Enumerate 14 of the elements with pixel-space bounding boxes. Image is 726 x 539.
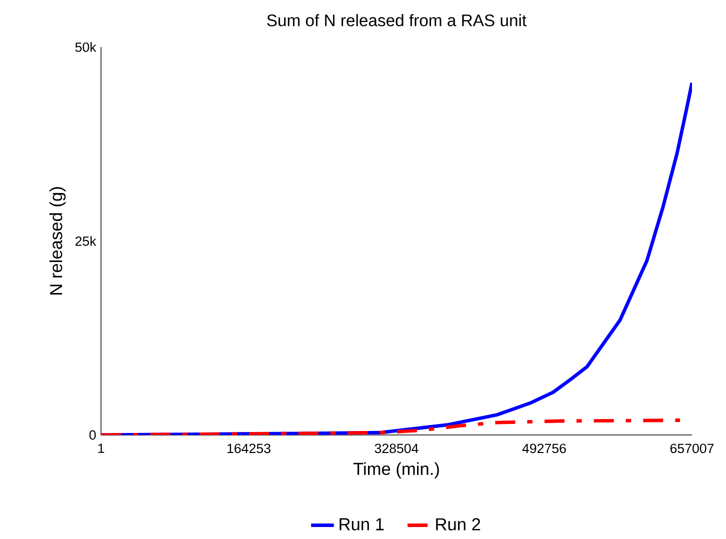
x-tick-label: 657007	[670, 444, 714, 454]
y-axis-title: N released (g)	[49, 187, 66, 294]
x-tick-label: 1	[98, 444, 104, 453]
line-series	[101, 418, 682, 435]
chart-title: Sum of N released from a RAS unit	[267, 14, 526, 26]
x-tick-label: 164253	[228, 444, 270, 454]
x-tick-label: 328504	[374, 444, 418, 454]
y-tick-label: 25k	[75, 236, 96, 246]
y-tick-label: 0	[89, 430, 96, 440]
legend-label: Run 2	[436, 518, 480, 530]
x-axis-title: Time (min.)	[353, 462, 439, 478]
x-tick-label: 492756	[522, 444, 566, 454]
legend-label: Run 1	[340, 518, 384, 530]
y-tick-label: 50k	[75, 42, 96, 52]
